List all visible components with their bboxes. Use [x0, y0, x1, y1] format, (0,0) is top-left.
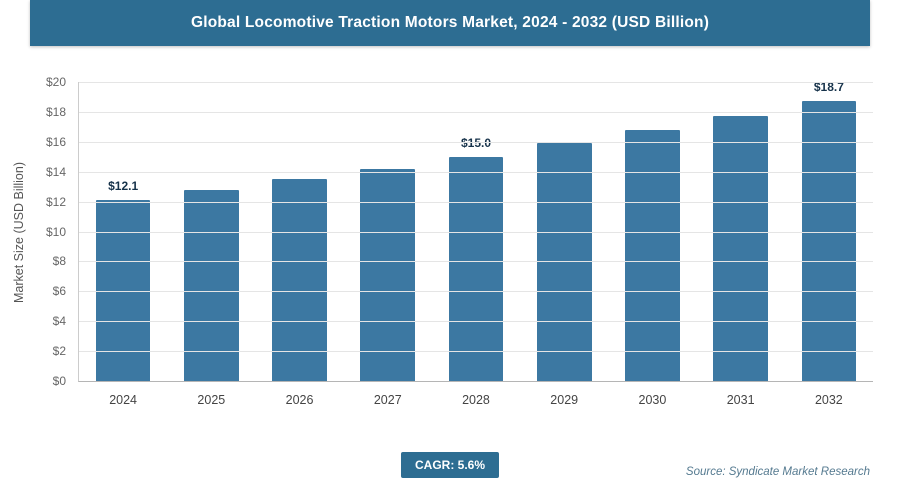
y-axis-title: Market Size (USD Billion) [12, 161, 26, 303]
x-tick-label: 2026 [285, 393, 314, 407]
y-tick-label: $4 [52, 314, 66, 329]
x-tick-label: 2027 [373, 393, 402, 407]
y-tick-label: $6 [52, 284, 66, 299]
bar-slot: 2031 [697, 82, 785, 407]
x-tick-label: 2024 [109, 393, 138, 407]
y-axis-ticks: $0 $2 $4 $6 $8 $10 $12 $14 $16 $18 $20 [30, 75, 74, 388]
chart-title-banner: Global Locomotive Traction Motors Market… [30, 0, 870, 46]
chart-title: Global Locomotive Traction Motors Market… [190, 14, 710, 31]
gridline [79, 291, 873, 293]
bar-slot: $12.1 2024 [79, 82, 167, 407]
y-tick-label: $2 [52, 344, 66, 359]
source-text: Source: Syndicate Market Research [685, 466, 870, 478]
bar-value-label: $18.7 [813, 80, 844, 95]
bar-2024 [95, 200, 151, 381]
cagr-badge: CAGR: 5.6% [400, 452, 500, 478]
gridline [79, 321, 873, 323]
bar-slot: 2027 [344, 82, 432, 407]
gridline [79, 201, 873, 203]
x-tick-label: 2031 [726, 393, 755, 407]
bar-slot: 2026 [255, 82, 343, 407]
plot-area: $12.1 2024 2025 2026 2027 $15.02028 2029 2030 20… [78, 80, 873, 407]
y-tick-label: $0 [52, 374, 66, 388]
gridline [79, 171, 873, 173]
bar-2032 [801, 101, 857, 381]
y-tick-label: $20 [45, 75, 66, 89]
bar-value-label: $12.1 [108, 179, 139, 194]
y-tick-label: $10 [45, 224, 66, 239]
bar-2025 [183, 189, 239, 381]
bar-slot: $15.02028 [432, 82, 520, 407]
gridline [79, 351, 873, 353]
y-tick-label: $14 [45, 164, 66, 179]
gridline [79, 82, 873, 83]
gridline [79, 261, 873, 263]
bar-slot: $18.7 2032 [785, 80, 873, 407]
bar-2026 [272, 179, 327, 381]
gridline [79, 231, 873, 233]
y-tick-label: $8 [52, 254, 66, 269]
gridline [79, 111, 873, 113]
x-tick-label: 2032 [814, 393, 843, 407]
bar-2030 [625, 129, 680, 381]
x-tick-label: 2025 [197, 393, 226, 407]
gridline [79, 141, 873, 143]
x-tick-label: 2029 [550, 393, 579, 407]
bar-2027 [360, 168, 416, 381]
bars: $12.1 2024 2025 2026 2027 $15.02028 2029 2030 20… [79, 80, 873, 407]
y-tick-label: $12 [45, 194, 66, 209]
bar-2028 [448, 156, 504, 381]
x-tick-label: 2030 [638, 393, 667, 407]
bar-2031 [713, 116, 768, 381]
x-tick-label: 2028 [462, 393, 490, 407]
bar-slot: 2025 [167, 82, 255, 407]
y-tick-label: $18 [45, 104, 66, 119]
y-tick-label: $16 [45, 134, 66, 149]
